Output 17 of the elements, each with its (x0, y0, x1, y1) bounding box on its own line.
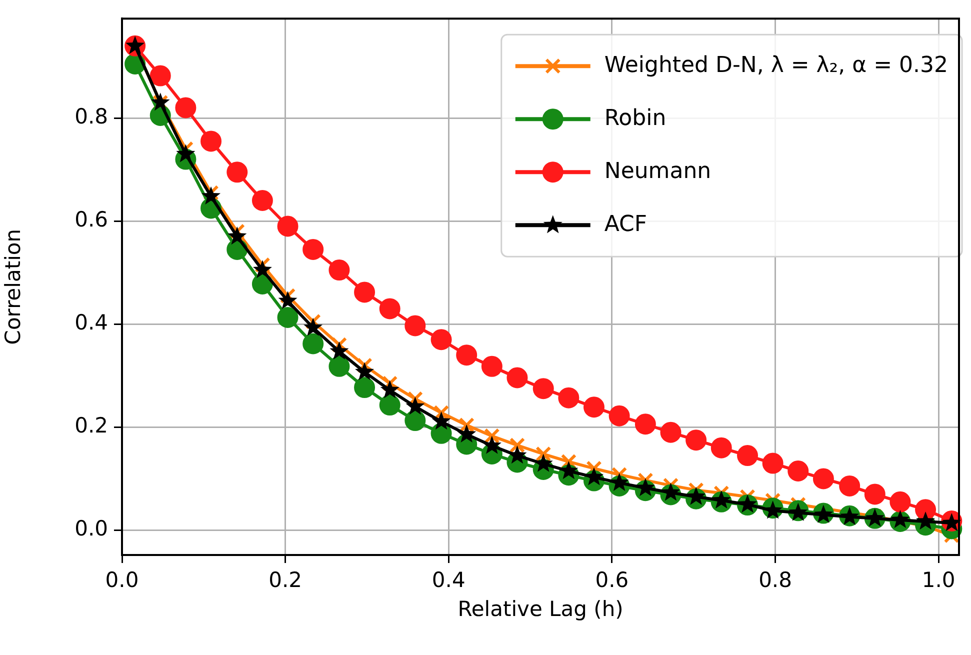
y-axis-title: Correlation (1, 228, 26, 345)
y-tick-label: 0.4 (74, 310, 108, 335)
legend-label: Weighted D-N, λ = λ₂, α = 0.32 (604, 52, 948, 78)
x-tick-label: 0.0 (105, 568, 139, 592)
x-tick-label: 0.4 (432, 568, 466, 592)
y-tick-label: 0.8 (74, 104, 108, 128)
y-tick-label: 0.6 (74, 208, 108, 232)
legend-label: Neumann (604, 158, 712, 184)
x-tick-label: 0.2 (268, 568, 302, 592)
x-tick-label: 0.8 (758, 568, 792, 592)
y-tick-label: 0.2 (74, 414, 108, 438)
x-axis-title: Relative Lag (h) (458, 596, 624, 621)
x-tick-label: 1.0 (922, 568, 956, 592)
x-tick-label: 0.6 (595, 568, 629, 592)
legend-label: Robin (604, 106, 666, 131)
y-tick-label: 0.0 (74, 516, 108, 541)
legend-label: ACF (604, 212, 648, 237)
